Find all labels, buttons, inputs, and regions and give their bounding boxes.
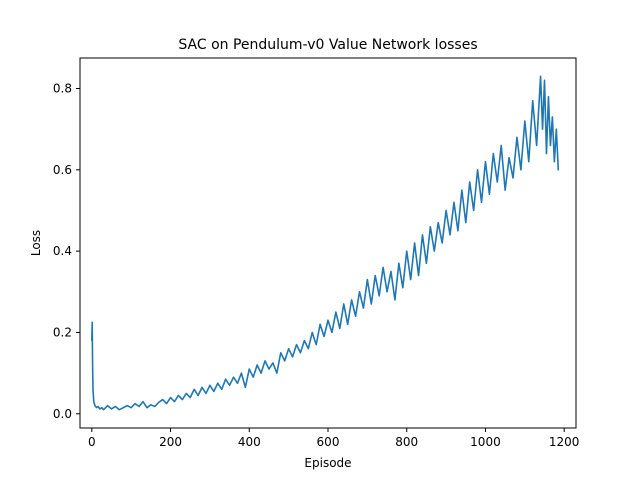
x-tick-label: 400 xyxy=(238,435,261,449)
y-axis-label: Loss xyxy=(29,230,43,256)
y-tick-label: 0.8 xyxy=(53,81,72,95)
chart-title: SAC on Pendulum-v0 Value Network losses xyxy=(178,37,477,53)
y-tick-label: 0.4 xyxy=(53,244,72,258)
y-tick-label: 0.2 xyxy=(53,325,72,339)
x-tick-label: 1200 xyxy=(549,435,580,449)
y-axis: 0.0 0.2 0.4 0.6 0.8 xyxy=(53,81,80,421)
x-tick-label: 600 xyxy=(317,435,340,449)
x-axis-label: Episode xyxy=(304,456,351,470)
x-tick-label: 200 xyxy=(159,435,182,449)
x-tick-label: 1000 xyxy=(470,435,501,449)
x-tick-label: 0 xyxy=(88,435,96,449)
x-tick-label: 800 xyxy=(395,435,418,449)
plot-area xyxy=(91,75,560,411)
y-tick-label: 0.6 xyxy=(53,163,72,177)
y-tick-label: 0.0 xyxy=(53,407,72,421)
x-axis: 0 200 400 600 800 1000 1200 xyxy=(88,428,579,449)
series-line-0 xyxy=(91,75,560,411)
